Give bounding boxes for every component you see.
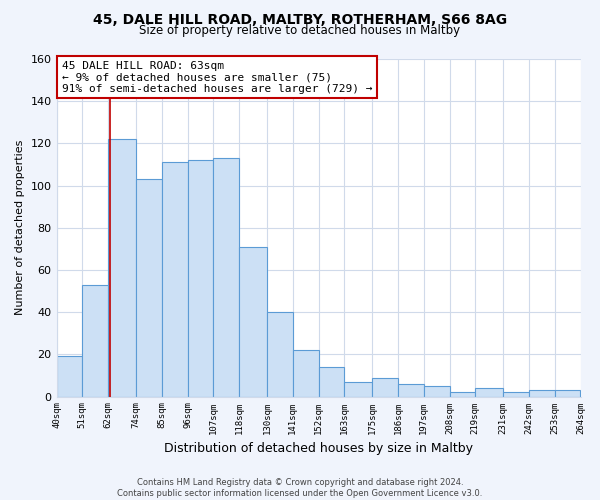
Bar <box>344 382 373 396</box>
Bar <box>475 388 503 396</box>
Bar <box>529 390 555 396</box>
Text: 45, DALE HILL ROAD, MALTBY, ROTHERHAM, S66 8AG: 45, DALE HILL ROAD, MALTBY, ROTHERHAM, S… <box>93 12 507 26</box>
Bar <box>319 367 344 396</box>
Bar <box>188 160 213 396</box>
X-axis label: Distribution of detached houses by size in Maltby: Distribution of detached houses by size … <box>164 442 473 455</box>
Bar <box>82 284 108 397</box>
Bar <box>373 378 398 396</box>
Text: Size of property relative to detached houses in Maltby: Size of property relative to detached ho… <box>139 24 461 37</box>
Bar <box>293 350 319 397</box>
Bar <box>56 356 82 397</box>
Bar <box>503 392 529 396</box>
Text: Contains HM Land Registry data © Crown copyright and database right 2024.
Contai: Contains HM Land Registry data © Crown c… <box>118 478 482 498</box>
Bar <box>449 392 475 396</box>
Bar <box>555 390 580 396</box>
Bar <box>398 384 424 396</box>
Bar <box>108 139 136 396</box>
Bar <box>239 247 267 396</box>
Text: 45 DALE HILL ROAD: 63sqm
← 9% of detached houses are smaller (75)
91% of semi-de: 45 DALE HILL ROAD: 63sqm ← 9% of detache… <box>62 60 372 94</box>
Bar <box>213 158 239 396</box>
Bar <box>136 180 162 396</box>
Bar <box>267 312 293 396</box>
Bar <box>424 386 449 396</box>
Bar <box>162 162 188 396</box>
Y-axis label: Number of detached properties: Number of detached properties <box>15 140 25 316</box>
